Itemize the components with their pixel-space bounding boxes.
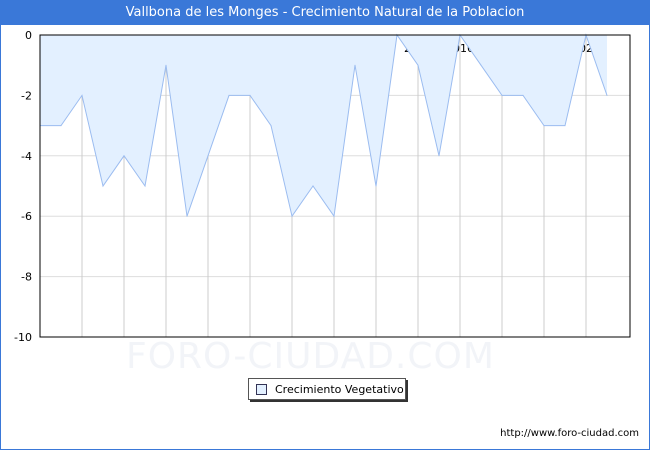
data-point [123,155,125,157]
data-point [606,94,608,96]
y-tick-label: -4 [21,150,32,163]
data-point [375,185,377,187]
data-point [102,185,104,187]
data-point [291,215,293,217]
y-tick-label: -6 [21,210,32,223]
data-point [354,64,356,66]
data-point [228,94,230,96]
data-point [144,185,146,187]
data-point [480,64,482,66]
data-point [438,155,440,157]
data-point [417,64,419,66]
series-line [40,33,608,218]
y-tick-label: 0 [25,29,32,42]
data-point [249,94,251,96]
legend-label: Crecimiento Vegetativo [275,382,404,396]
data-point [312,185,314,187]
series-area [40,35,607,217]
y-tick-label: -8 [21,271,32,284]
source-url[interactable]: http://www.foro-ciudad.com [500,428,639,439]
data-point [543,125,545,127]
y-tick-label: -2 [21,89,32,102]
watermark: FORO-CIUDAD.COM [126,336,495,377]
data-point [207,155,209,157]
data-point [81,94,83,96]
legend: Crecimiento Vegetativo [248,378,406,400]
data-point [333,215,335,217]
y-tick-label: -10 [14,331,32,344]
data-point [165,64,167,66]
plot-border [39,34,631,338]
data-point [522,94,524,96]
data-point [501,94,503,96]
chart-title: Vallbona de les Monges - Crecimiento Nat… [1,1,649,25]
data-point [270,125,272,127]
data-point [564,125,566,127]
legend-swatch [256,383,267,395]
data-point [186,215,188,217]
data-point [60,125,62,127]
